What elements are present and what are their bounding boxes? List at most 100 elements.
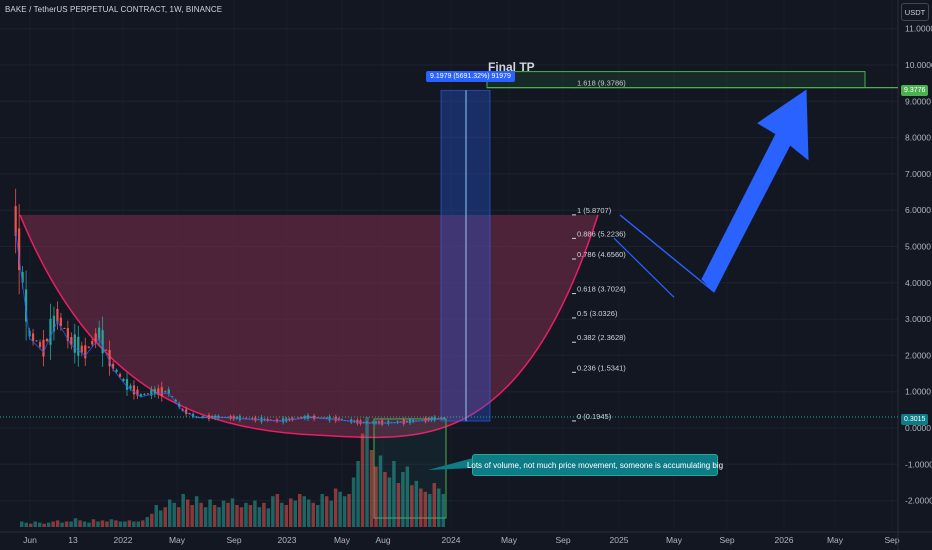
volume-bar	[374, 466, 378, 527]
fib-label: 1.618 (9.3786)	[577, 79, 626, 88]
x-tick-label: 2022	[114, 535, 133, 545]
target-price-tag: 9.3776	[901, 85, 929, 96]
volume-bar	[145, 517, 150, 527]
volume-bar	[123, 521, 127, 527]
candle-body	[433, 417, 436, 421]
callout-pointer	[428, 458, 473, 470]
volume-bar	[60, 522, 64, 527]
volume-bar	[55, 520, 60, 527]
candle-body	[303, 416, 306, 419]
volume-bar	[441, 494, 445, 527]
candle-body	[38, 342, 42, 347]
x-tick-label: 13	[68, 535, 78, 545]
volume-bar	[253, 500, 257, 527]
y-tick-label: 4.0000	[905, 278, 931, 288]
volume-bar	[329, 500, 333, 527]
volume-bar	[230, 498, 235, 527]
projection-down	[619, 214, 715, 293]
cup-curve	[19, 214, 599, 439]
candle-body	[235, 416, 238, 419]
volume-bar	[28, 523, 33, 527]
candle-body	[115, 369, 118, 372]
candle-body	[153, 389, 156, 395]
candle-body	[21, 272, 24, 283]
candle-body	[192, 413, 195, 417]
volume-bar	[154, 505, 159, 527]
volume-bar	[91, 519, 96, 527]
volume-bar	[410, 485, 414, 527]
candle-body	[313, 415, 316, 420]
volume-bar	[20, 521, 24, 527]
volume-bar	[221, 500, 226, 527]
candle-body	[52, 315, 56, 332]
fib-label: 0.886 (5.2236)	[577, 229, 626, 238]
candle-body	[160, 387, 163, 397]
candle-body	[91, 340, 94, 345]
x-tick-label: Sep	[226, 535, 241, 545]
volume-bar	[176, 507, 181, 527]
fib-label: 0 (0.1945)	[577, 412, 612, 421]
fib-label: 0.618 (3.7024)	[577, 285, 626, 294]
y-tick-label: -2.0000	[905, 496, 932, 506]
candle-body	[49, 318, 52, 345]
candle-body	[217, 415, 220, 419]
volume-bar	[248, 505, 253, 527]
fib-label: 0.5 (3.0326)	[577, 309, 618, 318]
candle-body	[306, 415, 310, 419]
volume-bar	[64, 521, 69, 527]
x-tick-label: May	[501, 535, 518, 545]
volume-bar	[114, 520, 118, 527]
candle-body	[207, 415, 211, 420]
volume-bar	[369, 450, 374, 527]
volume-bar	[383, 472, 387, 527]
volume-bar	[37, 522, 42, 527]
callout-note[interactable]: Lots of volume, not much price movement,…	[467, 454, 723, 476]
candle-body	[178, 403, 181, 408]
candle-body	[122, 378, 125, 381]
candle-body	[232, 416, 235, 420]
volume-bar	[378, 455, 383, 527]
moving-average-line	[15, 231, 445, 424]
candle-body	[171, 396, 174, 398]
volume-bar	[96, 521, 100, 527]
candle-body	[28, 330, 31, 337]
candle-body	[31, 333, 35, 342]
volume-bar	[284, 505, 289, 527]
volume-bar	[401, 472, 405, 527]
candle-body	[125, 379, 129, 390]
y-tick-label: 9.0000	[905, 96, 931, 106]
y-tick-label: 1.0000	[905, 387, 931, 397]
volume-bar	[185, 499, 190, 527]
x-tick-label: Sep	[719, 535, 734, 545]
volume-bar	[280, 502, 284, 527]
candle-body	[251, 418, 254, 420]
candle-body	[210, 416, 214, 419]
fib-label: 1 (5.8707)	[577, 206, 612, 215]
volume-bar	[275, 494, 280, 527]
volume-bar	[190, 505, 194, 527]
candle-body	[132, 385, 136, 395]
volume-bar	[324, 496, 329, 527]
candle-body	[118, 373, 122, 377]
x-tick-label: 2026	[775, 535, 794, 545]
volume-bar	[226, 502, 230, 527]
candle-body	[35, 340, 38, 342]
candle-body	[66, 328, 69, 341]
candle-body	[80, 345, 83, 353]
volume-bar	[82, 521, 87, 527]
candle-body	[334, 416, 337, 421]
volume-bar	[333, 488, 338, 527]
volume-bar	[199, 502, 203, 527]
candle-body	[42, 339, 45, 357]
candle-body	[98, 327, 101, 340]
x-tick-label: Jun	[23, 535, 37, 545]
candle-body	[442, 417, 446, 419]
currency-button[interactable]: USDT	[901, 3, 929, 21]
candle-body	[108, 350, 111, 367]
candle-body	[84, 345, 87, 359]
volume-bar	[298, 494, 302, 527]
volume-bar	[118, 521, 123, 527]
volume-bar	[289, 498, 293, 527]
volume-bar	[33, 521, 37, 527]
